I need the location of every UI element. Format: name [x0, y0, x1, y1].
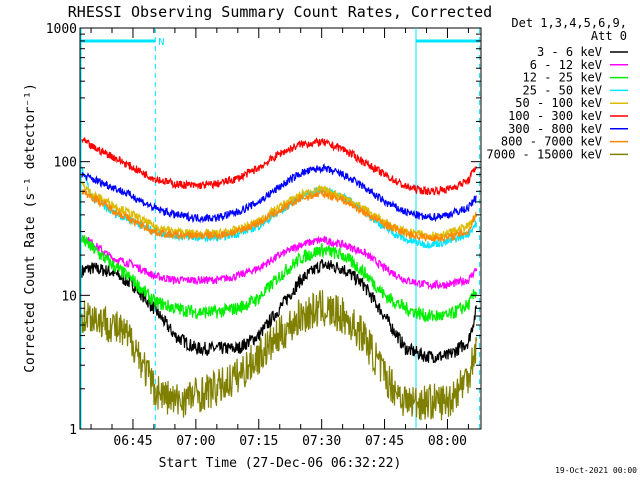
series-layer [81, 137, 478, 421]
x-tick-label: 07:00 [176, 434, 215, 449]
legend-header-line-1: Det 1,3,4,5,6,9, [511, 16, 627, 30]
plot-area [79, 27, 482, 430]
legend-label: 7000 - 15000 keV [486, 147, 602, 161]
series-7 [81, 189, 477, 243]
x-tick-label: 07:45 [365, 434, 404, 449]
y-axis-label: Corrected Count Rate (s⁻¹ detector⁻¹) [23, 83, 38, 373]
legend-label: 12 - 25 keV [523, 71, 602, 85]
y-tick-label: 1000 [46, 22, 77, 37]
x-axis: 06:45 07:00 07:15 07:30 07:45 08:00 [90, 28, 469, 449]
series-line [81, 235, 478, 323]
series-0 [81, 258, 478, 364]
series-line [81, 290, 478, 421]
legend-label: 3 - 6 keV [537, 45, 602, 59]
y-axis: 1 10 100 1000 [46, 22, 481, 438]
legend-label: 100 - 300 keV [508, 109, 602, 123]
series-line [81, 189, 477, 243]
x-axis-label: Start Time (27-Dec-06 06:32:22) [159, 456, 402, 471]
series-8 [81, 290, 478, 421]
series-line [81, 258, 478, 364]
legend-label: 300 - 800 keV [508, 122, 602, 136]
legend-label: 800 - 7000 keV [501, 135, 602, 149]
x-tick-label: 07:15 [239, 434, 278, 449]
series-line [81, 181, 478, 240]
x-tick-label: 08:00 [428, 434, 467, 449]
series-6 [81, 163, 477, 224]
series-line [81, 163, 477, 224]
series-line [81, 137, 478, 197]
x-tick-label: 07:30 [302, 434, 341, 449]
series-2 [81, 235, 478, 323]
night-flag-label: N [158, 37, 164, 48]
night-flag-layer: N [80, 28, 481, 429]
series-line [81, 235, 478, 291]
legend-header-line-2: Att 0 [591, 29, 627, 43]
legend-label: 6 - 12 keV [530, 58, 602, 72]
y-tick-label: 10 [61, 289, 77, 304]
y-tick-label: 100 [54, 156, 77, 171]
y-tick-label: 1 [69, 423, 77, 438]
legend-label: 25 - 50 keV [523, 83, 602, 97]
chart-title: RHESSI Observing Summary Count Rates, Co… [68, 3, 492, 21]
series-4 [81, 181, 478, 240]
generation-timestamp: 19-Oct-2021 00:00 [555, 466, 637, 475]
legend-label: 50 - 100 keV [515, 96, 602, 110]
x-tick-label: 06:45 [113, 434, 152, 449]
series-5 [81, 137, 478, 197]
series-1 [81, 235, 478, 291]
